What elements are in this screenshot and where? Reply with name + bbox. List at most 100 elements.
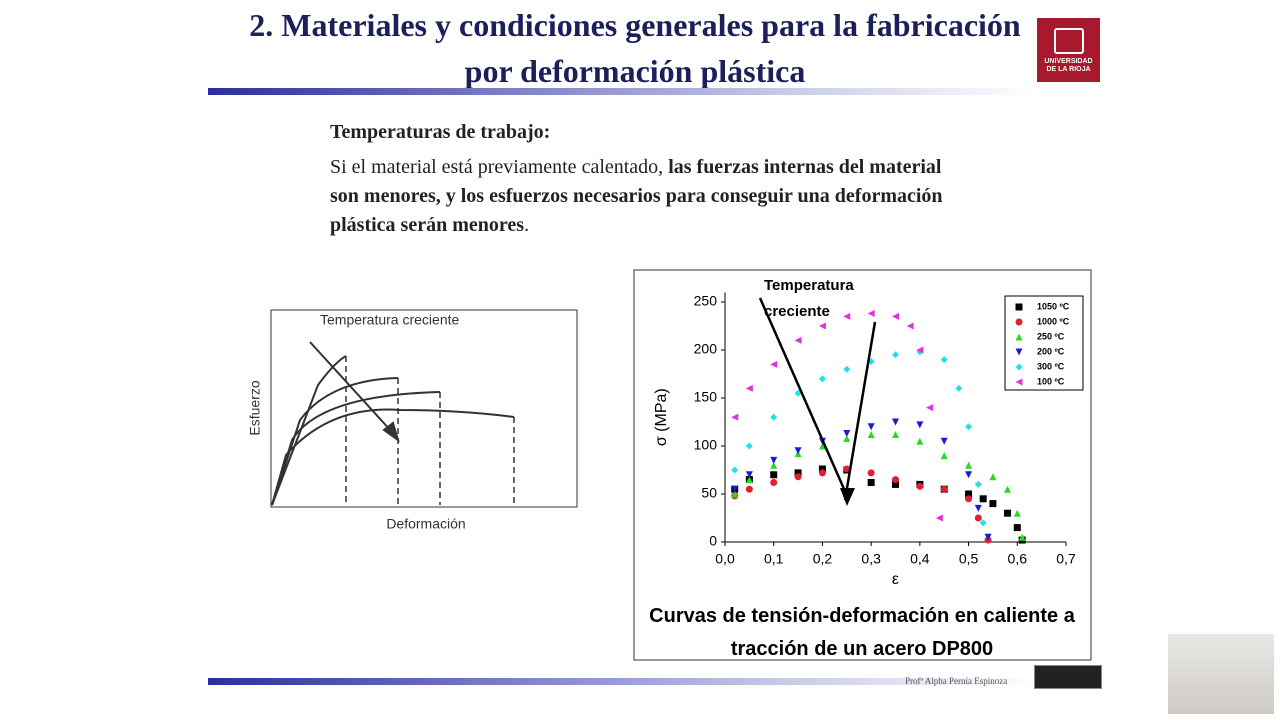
legend-marker [1015, 348, 1023, 356]
text-block: Temperaturas de trabajo: Si el material … [330, 118, 970, 240]
text-bold: las fuerzas internas del material son me… [330, 156, 943, 236]
text: Si el material está previamente calentad… [330, 156, 669, 178]
point [745, 442, 753, 450]
point [818, 465, 826, 473]
arrow [309, 341, 393, 433]
point [867, 423, 875, 431]
y-tick-label: 200 [694, 341, 718, 357]
point [867, 430, 875, 438]
point [965, 461, 973, 469]
caption: Curvas de tensión-deformación en calient… [649, 605, 1076, 660]
point [1018, 533, 1026, 541]
chart-frame [633, 269, 1092, 661]
curve [271, 377, 399, 506]
point [892, 480, 899, 488]
point [935, 514, 943, 522]
point [984, 533, 992, 541]
point [770, 478, 778, 486]
point [794, 447, 802, 455]
x-label: ε [892, 571, 899, 588]
point [906, 322, 914, 330]
legend-box [1004, 295, 1084, 391]
point [989, 500, 997, 508]
x-tick-label: 0,3 [861, 551, 881, 567]
point [818, 469, 826, 477]
frame [270, 309, 578, 508]
legend-marker [1015, 378, 1023, 386]
y-tick-label: 100 [694, 437, 718, 453]
point [794, 336, 802, 344]
curve [271, 408, 515, 506]
slide-title: 2. Materiales y condiciones generales pa… [249, 7, 1021, 89]
point [926, 404, 934, 412]
point [818, 322, 826, 330]
point [745, 485, 753, 493]
point [745, 476, 753, 484]
point [940, 356, 948, 364]
point [1004, 509, 1012, 517]
point [731, 490, 739, 498]
x-tick-label: 0,4 [910, 551, 930, 567]
legend-label: 200 ºC [1037, 346, 1065, 356]
arrowhead [840, 488, 855, 506]
point [965, 490, 973, 498]
point [892, 351, 899, 359]
logo-text: UNIVERSIDAD DE LA RIOJA [1044, 58, 1093, 73]
point [989, 473, 997, 481]
point [940, 437, 948, 445]
y-label: Esfuerzo [247, 380, 263, 435]
point [770, 471, 778, 479]
annotation: Temperatura creciente [764, 277, 854, 320]
point [843, 312, 851, 320]
legend-marker [1015, 303, 1023, 311]
point [867, 469, 875, 477]
point [965, 495, 973, 503]
point [867, 310, 875, 318]
point [731, 485, 739, 493]
point [843, 430, 851, 438]
point [916, 346, 924, 354]
point [770, 456, 778, 464]
rule-top [208, 88, 1038, 95]
point [794, 473, 802, 481]
point [940, 452, 948, 460]
legend-label: 1000 ºC [1037, 316, 1070, 326]
x-label: Deformación [386, 516, 465, 532]
point [965, 423, 973, 431]
point [940, 485, 948, 493]
legend-label: 250 ºC [1037, 331, 1065, 341]
point [974, 504, 982, 512]
point [867, 478, 875, 486]
point [794, 469, 802, 477]
legend-label: 1050 ºC [1037, 301, 1070, 311]
point [1013, 524, 1021, 532]
rule-bottom [208, 678, 1038, 685]
point [916, 482, 924, 490]
point [1013, 509, 1021, 517]
curve [271, 355, 347, 506]
legend-label: 300 ºC [1037, 361, 1065, 371]
y-tick-label: 250 [694, 293, 718, 309]
point [770, 360, 778, 368]
legend-marker [1015, 333, 1023, 341]
logo-mark [1053, 28, 1084, 54]
point [892, 418, 899, 426]
schematic [270, 309, 578, 508]
y-tick-label: 0 [709, 533, 717, 549]
point [843, 434, 851, 442]
legend-label: 100 ºC [1037, 376, 1065, 386]
y-tick-label: 150 [694, 389, 718, 405]
x-tick-label: 0,0 [715, 551, 735, 567]
author: Profª Alpha Pernía Espinoza [905, 676, 1008, 686]
point [916, 437, 924, 445]
point [843, 365, 851, 373]
heading: Temperaturas de trabajo: [330, 121, 551, 143]
legend-marker [1015, 363, 1023, 371]
point [818, 442, 826, 450]
point [843, 465, 851, 473]
point [745, 384, 753, 392]
point [979, 519, 987, 527]
point [770, 461, 778, 469]
point [731, 466, 739, 474]
